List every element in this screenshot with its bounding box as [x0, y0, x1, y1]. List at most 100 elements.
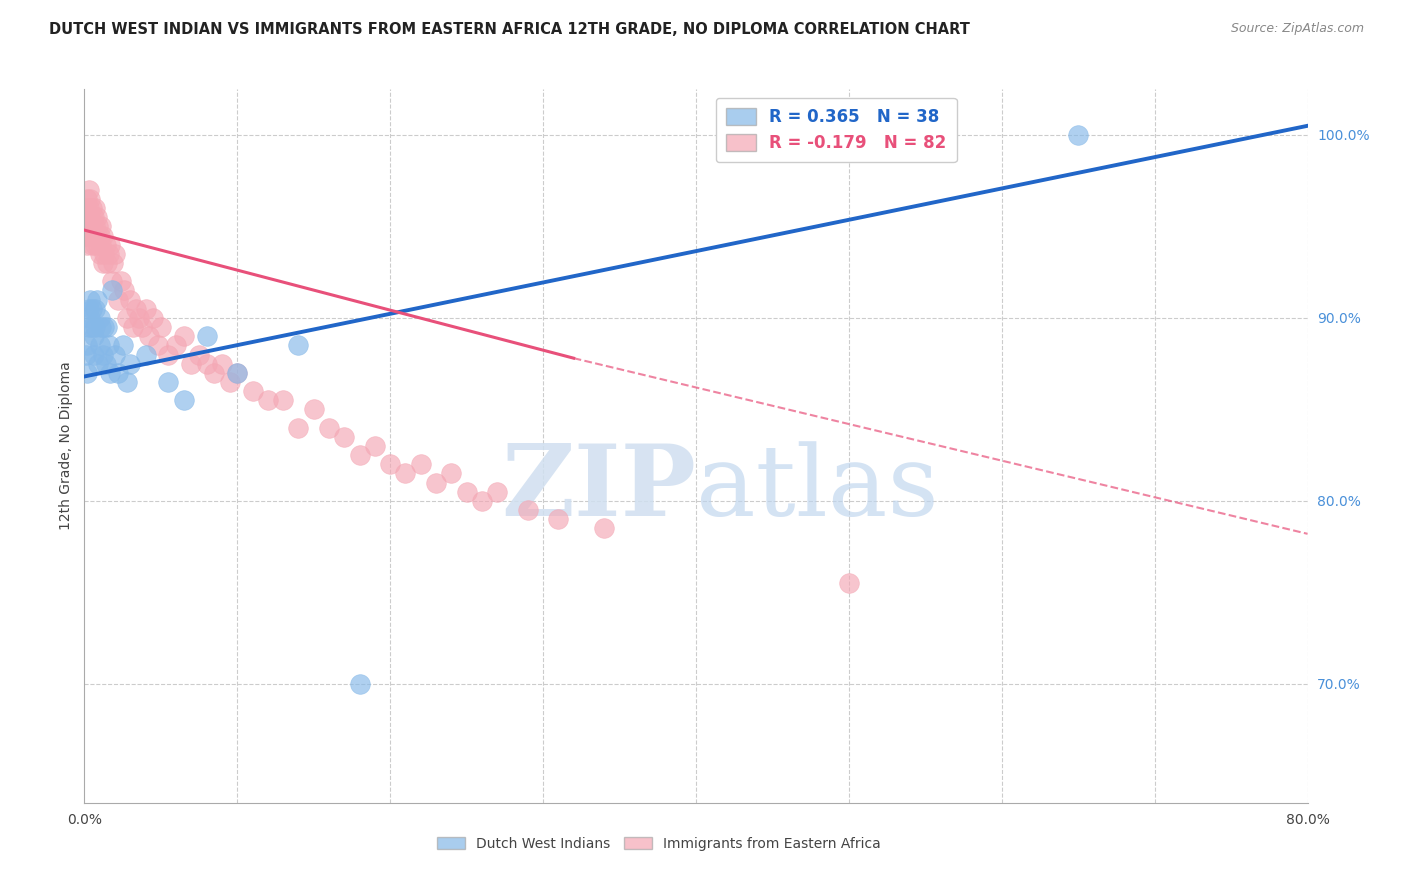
Point	[75, 228, 97, 243]
Point	[97, 247, 120, 261]
Point	[380, 458, 402, 472]
Text: DUTCH WEST INDIAN VS IMMIGRANTS FROM EASTERN AFRICA 12TH GRADE, NO DIPLOMA CORRE: DUTCH WEST INDIAN VS IMMIGRANTS FROM EAS…	[49, 22, 970, 37]
Point	[302, 402, 325, 417]
Point	[120, 293, 142, 307]
Point	[84, 320, 107, 334]
Point	[87, 237, 110, 252]
Point	[80, 201, 103, 215]
Point	[257, 393, 280, 408]
Point	[838, 576, 860, 591]
Point	[76, 211, 98, 225]
Point	[104, 247, 127, 261]
Text: atlas: atlas	[696, 441, 939, 537]
Point	[157, 375, 180, 389]
Legend: Dutch West Indians, Immigrants from Eastern Africa: Dutch West Indians, Immigrants from East…	[432, 831, 887, 856]
Point	[79, 228, 101, 243]
Point	[83, 347, 105, 361]
Point	[516, 503, 538, 517]
Point	[77, 219, 100, 234]
Point	[79, 192, 101, 206]
Point	[394, 467, 416, 481]
Point	[89, 310, 111, 325]
Point	[97, 338, 120, 352]
Point	[84, 237, 107, 252]
Point	[107, 366, 129, 380]
Point	[218, 375, 240, 389]
Point	[83, 329, 105, 343]
Point	[287, 338, 309, 352]
Point	[364, 439, 387, 453]
Point	[138, 329, 160, 343]
Point	[89, 247, 111, 261]
Point	[131, 320, 153, 334]
Point	[165, 338, 187, 352]
Point	[79, 293, 101, 307]
Point	[75, 201, 97, 215]
Point	[242, 384, 264, 398]
Point	[98, 237, 121, 252]
Point	[333, 430, 356, 444]
Point	[471, 494, 494, 508]
Point	[146, 338, 169, 352]
Point	[80, 219, 103, 234]
Point	[211, 357, 233, 371]
Point	[93, 247, 115, 261]
Point	[195, 329, 218, 343]
Point	[87, 219, 110, 234]
Point	[86, 211, 108, 225]
Point	[115, 310, 138, 325]
Point	[226, 366, 249, 380]
Point	[120, 357, 142, 371]
Point	[89, 338, 111, 352]
Point	[84, 301, 107, 316]
Point	[115, 375, 138, 389]
Point	[83, 211, 105, 225]
Point	[79, 310, 101, 325]
Point	[80, 237, 103, 252]
Point	[110, 274, 132, 288]
Point	[101, 284, 124, 298]
Point	[76, 237, 98, 252]
Point	[90, 237, 112, 252]
Point	[84, 201, 107, 215]
Point	[180, 357, 202, 371]
Point	[101, 274, 124, 288]
Point	[77, 201, 100, 215]
Point	[98, 366, 121, 380]
Point	[77, 301, 100, 316]
Point	[111, 338, 134, 352]
Point	[80, 301, 103, 316]
Point	[91, 228, 114, 243]
Point	[318, 420, 340, 434]
Point	[94, 237, 117, 252]
Point	[122, 320, 145, 334]
Point	[91, 256, 114, 270]
Point	[440, 467, 463, 481]
Point	[456, 484, 478, 499]
Point	[76, 192, 98, 206]
Point	[93, 320, 115, 334]
Point	[79, 211, 101, 225]
Point	[107, 293, 129, 307]
Point	[87, 357, 110, 371]
Point	[135, 347, 157, 361]
Point	[547, 512, 569, 526]
Point	[1067, 128, 1090, 142]
Point	[91, 347, 114, 361]
Point	[135, 301, 157, 316]
Point	[76, 366, 98, 380]
Point	[226, 366, 249, 380]
Point	[142, 310, 165, 325]
Point	[96, 256, 118, 270]
Point	[271, 393, 294, 408]
Point	[86, 293, 108, 307]
Point	[409, 458, 432, 472]
Point	[425, 475, 447, 490]
Point	[80, 320, 103, 334]
Point	[125, 301, 148, 316]
Y-axis label: 12th Grade, No Diploma: 12th Grade, No Diploma	[59, 361, 73, 531]
Point	[593, 521, 616, 535]
Text: Source: ZipAtlas.com: Source: ZipAtlas.com	[1230, 22, 1364, 36]
Point	[188, 347, 211, 361]
Point	[94, 357, 117, 371]
